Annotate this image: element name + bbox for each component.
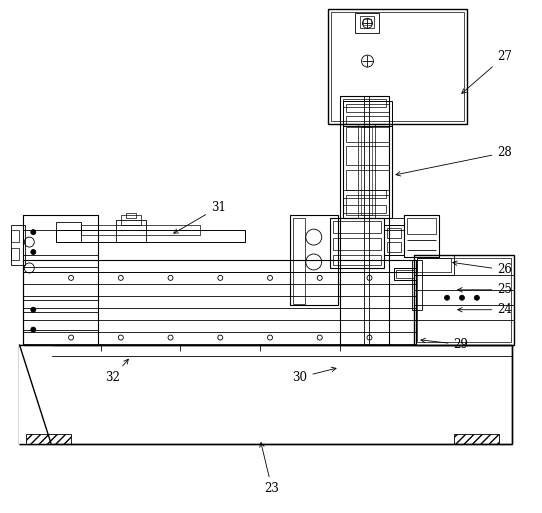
Bar — [333, 255, 382, 265]
Bar — [20, 345, 512, 444]
Text: 24: 24 — [457, 303, 512, 316]
Bar — [346, 170, 389, 190]
Circle shape — [444, 295, 449, 300]
Bar — [343, 99, 386, 107]
Bar — [343, 101, 392, 126]
Bar — [56, 222, 81, 242]
Circle shape — [31, 249, 36, 254]
Bar — [81, 225, 201, 235]
Bar — [23, 260, 416, 272]
Bar — [331, 12, 464, 121]
Bar — [23, 260, 416, 345]
Bar — [388, 242, 401, 252]
Bar — [23, 215, 98, 345]
Bar — [11, 230, 20, 242]
Bar — [363, 19, 371, 25]
Bar — [340, 96, 389, 345]
Bar — [359, 16, 375, 28]
Bar — [333, 238, 382, 250]
Bar — [395, 268, 416, 280]
Bar — [121, 215, 141, 225]
Bar — [23, 215, 98, 230]
Bar — [396, 270, 414, 278]
Bar — [414, 255, 454, 275]
Bar — [346, 116, 389, 124]
Bar — [343, 190, 386, 199]
Bar — [330, 218, 384, 268]
Bar — [346, 146, 389, 166]
Bar — [293, 218, 305, 304]
Bar — [384, 225, 404, 255]
Bar — [343, 205, 386, 213]
Text: 27: 27 — [462, 50, 512, 93]
Bar — [417, 258, 451, 272]
Bar — [126, 213, 136, 218]
Text: 32: 32 — [106, 359, 128, 384]
Circle shape — [31, 307, 36, 312]
Bar — [11, 248, 20, 260]
Bar — [360, 127, 372, 215]
Bar — [56, 230, 245, 242]
Circle shape — [460, 295, 464, 300]
Bar — [333, 221, 382, 233]
Bar — [346, 195, 389, 215]
Bar — [346, 104, 389, 112]
Bar — [116, 220, 146, 242]
Bar — [11, 225, 25, 265]
Text: 28: 28 — [396, 146, 512, 176]
Text: 25: 25 — [457, 283, 512, 297]
Bar — [27, 434, 71, 444]
Bar — [414, 255, 514, 345]
Bar — [412, 260, 422, 310]
Bar — [407, 218, 436, 234]
Bar — [404, 215, 439, 257]
Text: 23: 23 — [260, 443, 280, 495]
Text: 26: 26 — [453, 261, 512, 277]
Circle shape — [31, 230, 36, 234]
Bar — [23, 255, 98, 267]
Bar — [417, 258, 511, 342]
Bar — [23, 300, 98, 312]
Circle shape — [474, 295, 479, 300]
Circle shape — [31, 327, 36, 332]
Text: 31: 31 — [174, 201, 225, 233]
Bar — [384, 218, 404, 230]
Bar — [328, 9, 467, 124]
Bar — [343, 124, 392, 218]
Bar — [354, 13, 379, 33]
Bar — [23, 329, 98, 345]
Text: 29: 29 — [421, 338, 468, 351]
Bar — [454, 434, 499, 444]
Bar — [358, 124, 376, 218]
Bar — [20, 345, 512, 357]
Bar — [388, 228, 401, 238]
Polygon shape — [20, 345, 51, 444]
Bar — [290, 215, 338, 305]
Text: 30: 30 — [292, 367, 336, 384]
Bar — [346, 127, 389, 142]
